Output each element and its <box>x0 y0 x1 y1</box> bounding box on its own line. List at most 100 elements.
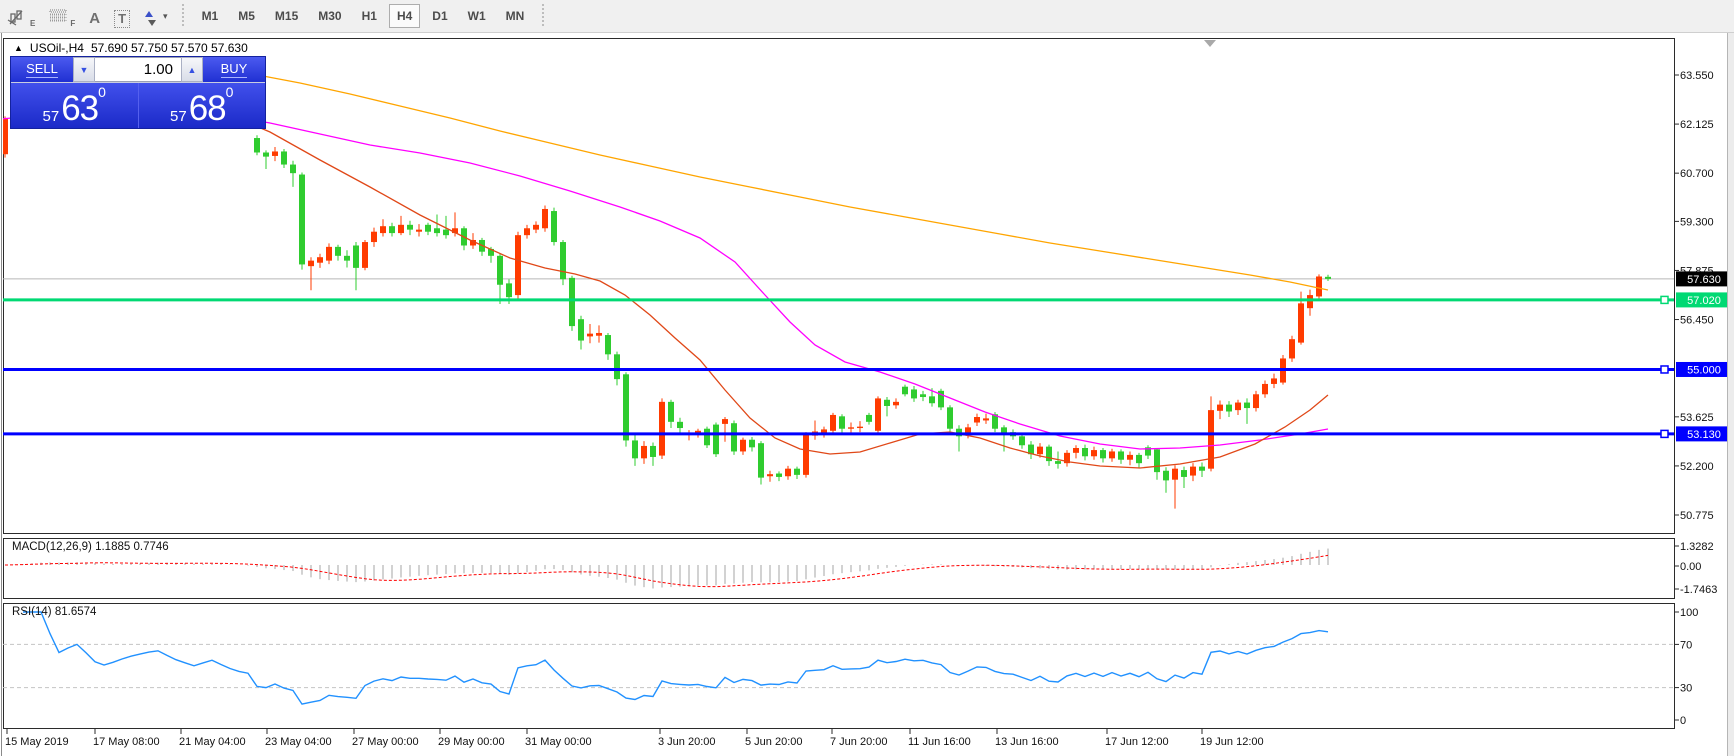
candle-body <box>857 426 863 429</box>
candle-body <box>1316 276 1322 297</box>
panel-border-0 <box>3 38 1675 534</box>
tf-button-M1[interactable]: M1 <box>194 4 227 28</box>
tf-button-M15[interactable]: M15 <box>267 4 306 28</box>
volume-decrease-button[interactable]: ▼ <box>73 57 95 82</box>
candle-body <box>1100 450 1106 459</box>
grid-icon-letter: F <box>70 19 76 28</box>
panel-border-1 <box>3 538 1675 599</box>
candle-body <box>299 174 305 265</box>
candle-body <box>947 407 953 429</box>
candle-body <box>938 390 944 408</box>
candle-body <box>794 468 800 475</box>
buy-button[interactable]: BUY <box>203 57 265 82</box>
candle-body <box>380 226 386 234</box>
candle-body <box>848 427 854 429</box>
candle-body <box>1253 394 1259 409</box>
time-tick-label: 27 May 00:00 <box>352 736 419 748</box>
grid-icon[interactable]: F <box>49 4 75 28</box>
candle-body <box>731 423 737 452</box>
candle-body <box>1046 446 1052 462</box>
candle-body <box>551 211 557 243</box>
candle-body <box>443 229 449 236</box>
candle-body <box>668 401 674 422</box>
candle-body <box>677 421 683 429</box>
candle-body <box>398 224 404 234</box>
time-tick-label: 29 May 00:00 <box>438 736 505 748</box>
rsi-scale-label: 100 <box>1680 607 1698 619</box>
collapse-triangle-icon[interactable]: ▲ <box>14 43 23 53</box>
time-tick-label: 11 Jun 16:00 <box>908 736 971 748</box>
time-tick-label: 21 May 04:00 <box>179 736 246 748</box>
candle-body <box>1163 470 1169 481</box>
candle-body <box>1199 466 1205 471</box>
price-badge-label: 55.000 <box>1687 364 1721 376</box>
triangle-up-icon: ▲ <box>187 64 197 75</box>
trade-panel-top-row: SELL ▼ ▲ BUY <box>11 57 265 82</box>
candle-body <box>1091 450 1097 457</box>
candle-body <box>776 473 782 477</box>
candle-body <box>1226 404 1232 412</box>
tf-button-M5[interactable]: M5 <box>230 4 263 28</box>
line-handle[interactable] <box>1660 429 1669 439</box>
candle-body <box>542 208 548 229</box>
candle-body <box>1136 454 1142 464</box>
candle-body <box>1307 295 1313 309</box>
window-right-strip[interactable] <box>1727 33 1734 756</box>
volume-input[interactable] <box>95 57 181 82</box>
candle-body <box>506 283 512 298</box>
price-badge <box>1676 292 1732 308</box>
candle-body <box>1181 470 1187 477</box>
line-handle[interactable] <box>1660 295 1669 305</box>
price-tick-label: 52.200 <box>1680 461 1714 473</box>
candle-body <box>1244 402 1250 409</box>
text-icon[interactable]: A <box>89 10 101 27</box>
candle-body <box>740 439 746 452</box>
candle-body <box>1271 378 1277 384</box>
candle-body <box>1145 447 1151 456</box>
volume-increase-button[interactable]: ▲ <box>181 57 203 82</box>
candle-body <box>425 224 431 232</box>
candle-body <box>992 414 998 429</box>
tf-button-D1[interactable]: D1 <box>424 4 455 28</box>
tf-button-M30[interactable]: M30 <box>310 4 349 28</box>
candle-body <box>650 445 656 457</box>
triangle-down-icon: ▼ <box>79 64 89 75</box>
time-tick-label: 17 May 08:00 <box>93 736 160 748</box>
indicators-icon[interactable]: E <box>7 4 35 28</box>
sell-button[interactable]: SELL <box>11 57 73 82</box>
symbol-period-label: USOil-,H4 <box>29 41 84 55</box>
macd-signal-line <box>4 554 1329 588</box>
candle-body <box>578 319 584 341</box>
shift-marker-icon <box>1204 40 1216 47</box>
candle-body <box>1082 448 1088 457</box>
candle-body <box>488 248 494 256</box>
candle-body <box>704 428 710 446</box>
candle-body <box>983 418 989 421</box>
time-tick-label: 23 May 04:00 <box>265 736 332 748</box>
sell-price-box[interactable]: 57 63 0 <box>11 83 138 128</box>
buy-price-box[interactable]: 57 68 0 <box>138 83 265 128</box>
candle-body <box>1001 427 1007 435</box>
candle-body <box>722 419 728 424</box>
candle-body <box>3 118 8 155</box>
tf-button-H1[interactable]: H1 <box>354 4 385 28</box>
ma-fast-red <box>224 112 1329 469</box>
shapes-icon[interactable]: ▾ <box>144 4 168 28</box>
tf-button-W1[interactable]: W1 <box>460 4 494 28</box>
candle-body <box>1235 402 1241 411</box>
toolbar-separator[interactable] <box>540 4 546 28</box>
candle-body <box>560 242 566 280</box>
toolbar-separator[interactable] <box>180 4 186 28</box>
toolbar: E F A T ▾ M1 M5 <box>0 0 1734 33</box>
tf-button-MN[interactable]: MN <box>498 4 533 28</box>
candle-body <box>1055 461 1061 464</box>
line-handle[interactable] <box>1660 365 1669 374</box>
candle-body <box>1118 451 1124 460</box>
time-tick-label: 31 May 00:00 <box>525 736 592 748</box>
candle-body <box>1154 449 1160 473</box>
candle-body <box>497 255 503 285</box>
text-label-icon[interactable]: T <box>114 4 131 28</box>
tf-button-H4[interactable]: H4 <box>388 4 421 28</box>
candle-body <box>335 246 341 256</box>
